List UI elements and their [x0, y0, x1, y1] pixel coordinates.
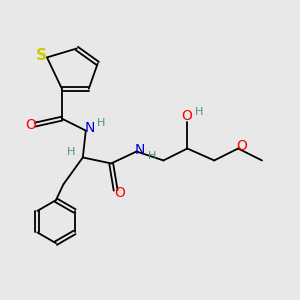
Text: N: N	[135, 143, 145, 157]
Text: S: S	[36, 48, 47, 63]
Text: H: H	[67, 147, 76, 157]
Text: H: H	[97, 118, 106, 128]
Text: O: O	[114, 186, 125, 200]
Text: O: O	[25, 118, 36, 132]
Text: N: N	[84, 121, 94, 135]
Text: H: H	[148, 151, 156, 161]
Text: O: O	[236, 139, 247, 152]
Text: O: O	[181, 109, 192, 123]
Text: H: H	[194, 107, 203, 117]
